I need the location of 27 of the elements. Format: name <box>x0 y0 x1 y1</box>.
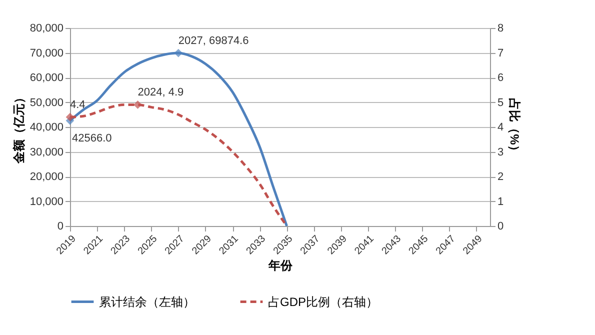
y-tick-label: 80,000 <box>30 22 64 34</box>
data-label: 2027, 69874.6 <box>178 35 249 48</box>
y-tick-label: 70,000 <box>30 47 64 60</box>
y2-tick-label: 2 <box>498 171 504 183</box>
y2-tick-label: 7 <box>498 47 504 60</box>
legend-label: 累计结余（左轴） <box>99 294 195 309</box>
data-label: 4.4 <box>70 99 86 112</box>
y2-tick-label: 3 <box>498 146 504 158</box>
y-axis-title: 金额（亿元） <box>12 92 26 164</box>
y2-axis-title: 占比（%） <box>508 98 522 157</box>
y2-tick-label: 5 <box>498 96 504 109</box>
y2-tick-label: 8 <box>498 22 504 34</box>
y-tick-label: 40,000 <box>30 122 64 134</box>
y-tick-label: 20,000 <box>30 171 64 183</box>
y2-tick-label: 4 <box>498 122 504 134</box>
data-label: 42566.0 <box>72 132 112 145</box>
y2-tick-label: 0 <box>498 220 504 232</box>
y-tick-label: 0 <box>57 220 64 232</box>
data-label: 2024, 4.9 <box>138 86 184 99</box>
legend-label: 占GDP比例（右轴） <box>268 294 378 309</box>
y-tick-label: 50,000 <box>30 96 64 109</box>
y-tick-label: 10,000 <box>30 196 64 208</box>
y2-tick-label: 6 <box>498 72 504 84</box>
y-tick-label: 30,000 <box>30 146 64 158</box>
y-tick-label: 60,000 <box>30 72 64 84</box>
x-axis-title: 年份 <box>268 258 294 272</box>
y2-tick-label: 1 <box>498 196 504 208</box>
